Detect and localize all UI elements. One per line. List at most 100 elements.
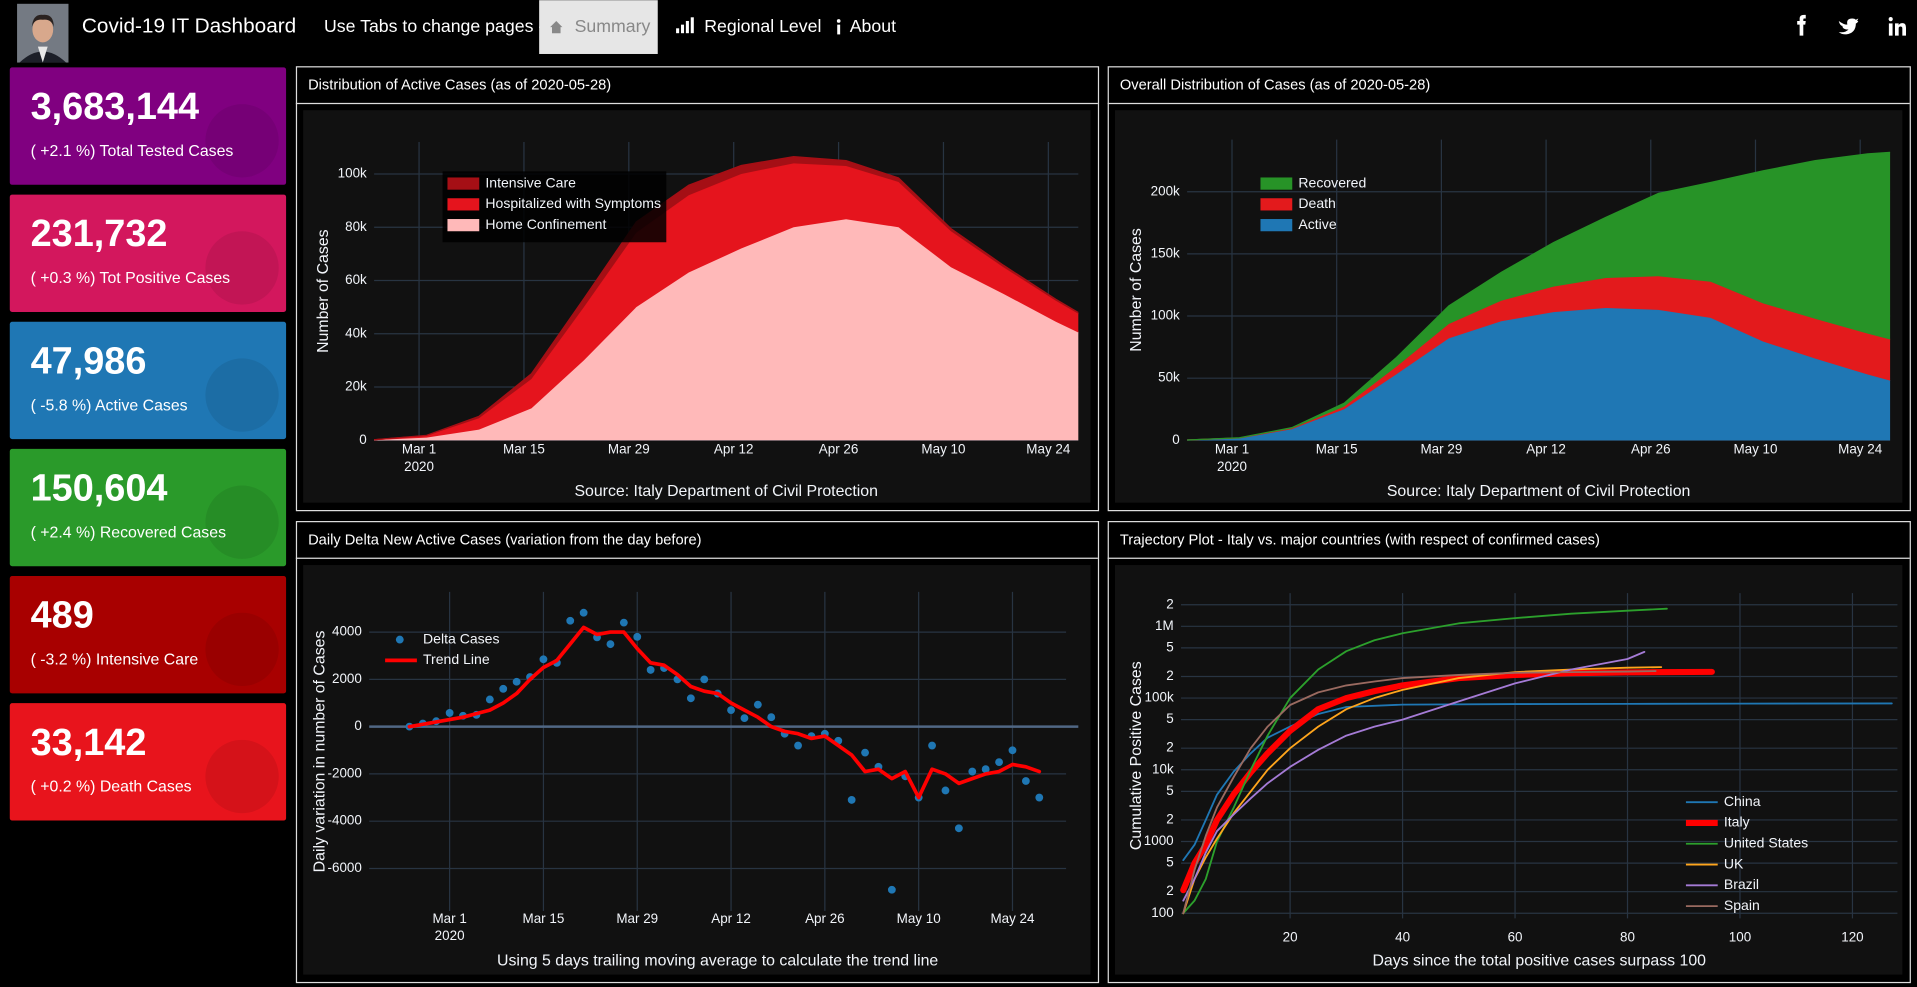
y-axis-label: Number of Cases (315, 229, 332, 353)
social-icons (1797, 14, 1906, 36)
legend-label: China (1724, 793, 1761, 809)
data-point (1021, 777, 1030, 785)
tab-label[interactable]: Summary (575, 16, 651, 36)
y-tick-label: 5 (1166, 855, 1173, 870)
card-value: 47,986 (31, 340, 147, 382)
y-tick-label: 2 (1166, 740, 1173, 755)
data-point (700, 675, 709, 684)
y-tick-label: 4000 (332, 624, 362, 639)
y-axis-label: Daily variation in number of Cases (312, 631, 329, 873)
legend-label: Italy (1724, 814, 1750, 830)
y-tick-label: 100k (338, 166, 367, 181)
area-fill (1187, 276, 1891, 441)
y-tick-label: -2000 (328, 765, 362, 780)
card-caption: ( +2.1 %) Total Tested Cases (31, 143, 234, 160)
data-line (407, 625, 1042, 800)
x-year-label: 2020 (404, 459, 434, 474)
area-edge (374, 162, 1079, 441)
card-caption: ( -3.2 %) Intensive Care (31, 652, 199, 669)
legend-label: Spain (1724, 897, 1760, 913)
x-tick-label: Mar 29 (608, 442, 650, 457)
x-tick-label: May 10 (897, 911, 941, 926)
panel-title: Daily Delta New Active Cases (variation … (308, 532, 701, 548)
tab-icon (690, 17, 694, 34)
tab-icon (676, 28, 680, 34)
data-point (539, 655, 548, 664)
data-point (740, 714, 749, 723)
x-tick-label: Apr 12 (714, 442, 754, 457)
data-point (767, 713, 776, 722)
panel-title: Distribution of Active Cases (as of 2020… (308, 78, 611, 94)
legend-swatch (1260, 219, 1293, 232)
data-point (995, 758, 1003, 767)
x-tick-label: Mar 15 (1316, 442, 1358, 457)
y-tick-label: 100 (1151, 905, 1173, 920)
data-point (981, 765, 990, 774)
area-fill (374, 219, 1079, 441)
y-tick-label: -6000 (328, 860, 362, 875)
tab-label[interactable]: About (850, 16, 896, 36)
data-point (861, 748, 869, 757)
legend-swatch (1260, 177, 1293, 190)
legend-swatch (447, 219, 480, 232)
tab-icon (680, 24, 685, 34)
y-tick-label: 0 (359, 432, 366, 447)
x-tick-label: Apr 26 (819, 442, 859, 457)
data-line (1182, 666, 1663, 915)
facebook-icon[interactable] (1797, 14, 1806, 36)
y-tick-label: 5 (1166, 711, 1173, 726)
data-point (727, 706, 735, 715)
x-tick-label: Mar 29 (1420, 442, 1462, 457)
x-tick-label: May 24 (1838, 442, 1883, 457)
data-line (1182, 650, 1646, 902)
y-tick-label: 2 (1166, 668, 1173, 683)
legend-label: Brazil (1724, 876, 1759, 892)
legend-label: Home Confinement (485, 216, 606, 232)
x-tick-label: Apr 26 (1631, 442, 1671, 457)
x-tick-label: 100 (1729, 929, 1751, 944)
x-tick-label: 20 (1283, 929, 1298, 944)
tab-label[interactable]: Regional Level (704, 16, 821, 36)
card-caption: ( -5.8 %) Active Cases (31, 397, 188, 414)
data-point (646, 666, 655, 674)
x-tick-label: Mar 15 (503, 442, 545, 457)
y-tick-label: -4000 (328, 813, 362, 828)
data-point (579, 608, 588, 617)
tab-icon (550, 20, 563, 34)
data-point (1008, 746, 1017, 755)
data-point (968, 767, 977, 776)
x-tick-label: May 24 (990, 911, 1035, 926)
card-decoration (205, 231, 279, 305)
linkedin-icon[interactable] (1888, 17, 1906, 36)
x-tick-label: Apr 26 (805, 911, 845, 926)
card-decoration (205, 104, 279, 178)
legend-swatch (447, 198, 480, 211)
legend-label: Death (1298, 195, 1335, 211)
y-tick-label: 100k (1145, 690, 1174, 705)
legend-swatch (447, 177, 480, 190)
y-tick-label: 10k (1152, 761, 1174, 776)
legend-label: United States (1724, 834, 1808, 850)
area-fill (374, 163, 1079, 441)
x-tick-label: Mar 15 (523, 911, 565, 926)
legend-label: Delta Cases (423, 630, 500, 646)
avatar (17, 3, 69, 63)
legend-label: Trend Line (423, 651, 490, 667)
kpi-card (9, 576, 287, 694)
y-tick-label: 0 (354, 718, 361, 733)
x-tick-label: May 10 (921, 442, 965, 457)
twitter-icon[interactable] (1838, 18, 1859, 35)
y-tick-label: 2 (1166, 811, 1173, 826)
area-edge (374, 218, 1079, 441)
legend-swatch (1260, 198, 1293, 211)
y-tick-label: 40k (345, 325, 367, 340)
y-tick-label: 200k (1151, 183, 1180, 198)
y-tick-label: 2 (1166, 596, 1173, 611)
y-tick-label: 100k (1151, 308, 1180, 323)
data-point (499, 684, 508, 693)
x-tick-label: May 10 (1733, 442, 1777, 457)
tab-icon (836, 19, 841, 23)
data-point (633, 632, 642, 641)
data-point (954, 824, 963, 833)
data-point (794, 741, 802, 750)
